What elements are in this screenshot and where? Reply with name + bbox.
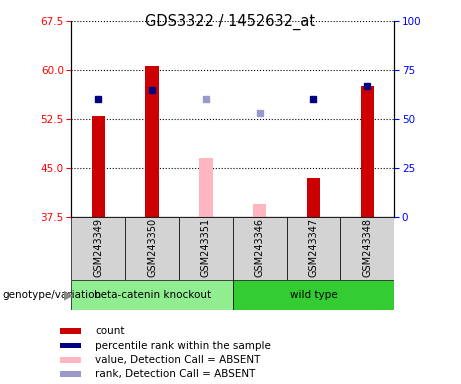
Text: wild type: wild type (290, 290, 337, 300)
Text: GSM243347: GSM243347 (308, 218, 319, 277)
Bar (340, 217, 394, 280)
Text: GSM243346: GSM243346 (254, 218, 265, 277)
Bar (71, 280, 233, 310)
Bar (179, 217, 233, 280)
Bar (287, 217, 340, 280)
Bar (60, 357, 82, 363)
Text: GDS3322 / 1452632_at: GDS3322 / 1452632_at (145, 13, 316, 30)
Text: ▶: ▶ (64, 289, 73, 302)
Text: GSM243348: GSM243348 (362, 218, 372, 277)
Text: rank, Detection Call = ABSENT: rank, Detection Call = ABSENT (95, 369, 255, 379)
Bar (233, 217, 287, 280)
Text: GSM243350: GSM243350 (147, 218, 157, 277)
Text: count: count (95, 326, 124, 336)
Text: percentile rank within the sample: percentile rank within the sample (95, 341, 271, 351)
Bar (253, 204, 266, 217)
Text: GSM243349: GSM243349 (93, 218, 103, 277)
Text: value, Detection Call = ABSENT: value, Detection Call = ABSENT (95, 355, 260, 365)
Text: genotype/variation: genotype/variation (2, 290, 101, 300)
Bar (199, 158, 213, 217)
Text: beta-catenin knockout: beta-catenin knockout (94, 290, 211, 300)
Bar (60, 328, 82, 334)
Bar (60, 371, 82, 377)
Bar (60, 343, 82, 349)
Bar (145, 66, 159, 217)
Text: GSM243351: GSM243351 (201, 218, 211, 277)
Bar (71, 217, 125, 280)
Bar (233, 280, 394, 310)
Bar (361, 86, 374, 217)
Bar (92, 116, 105, 217)
Bar (307, 178, 320, 217)
Bar (125, 217, 179, 280)
